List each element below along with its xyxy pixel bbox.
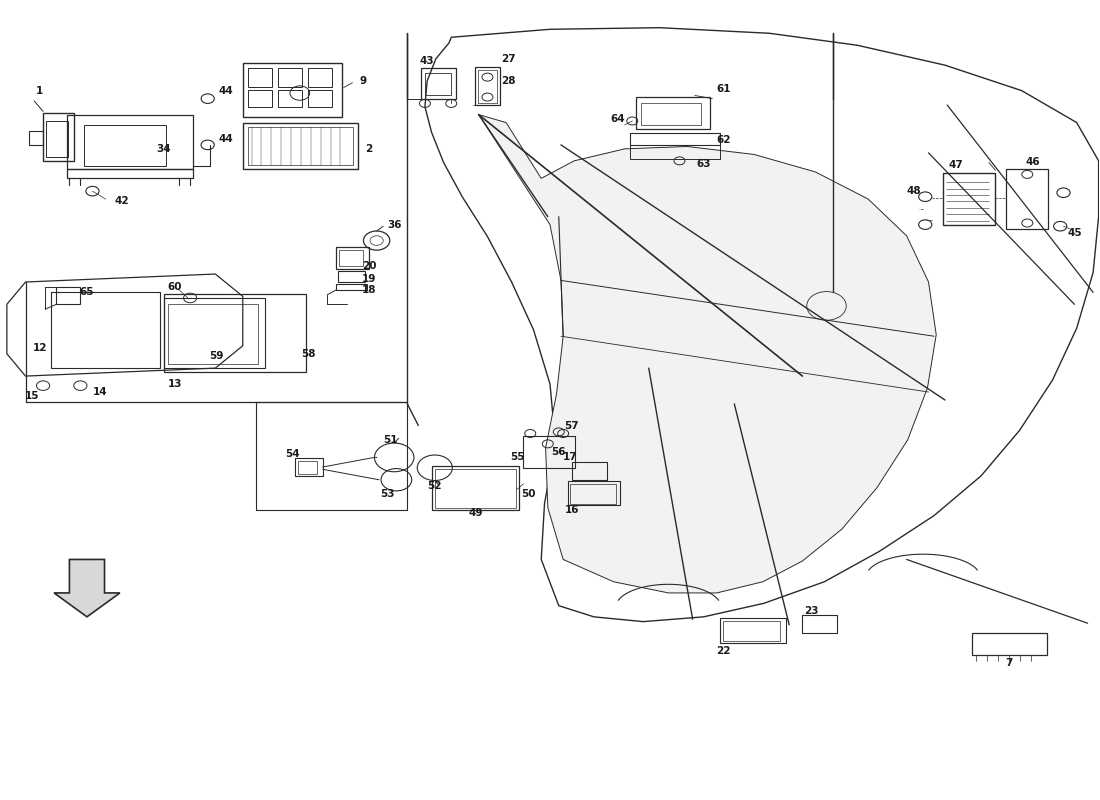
Text: 53: 53	[381, 489, 395, 499]
Text: 58: 58	[301, 349, 316, 358]
Text: 55: 55	[509, 452, 525, 462]
Text: 36: 36	[387, 220, 402, 230]
Text: 47: 47	[948, 160, 964, 170]
Text: 22: 22	[716, 646, 730, 656]
Text: 17: 17	[562, 452, 578, 462]
Text: 64: 64	[610, 114, 625, 124]
Text: 56: 56	[551, 447, 566, 457]
Text: 61: 61	[716, 84, 730, 94]
Text: 65: 65	[79, 287, 95, 298]
Text: 34: 34	[156, 144, 172, 154]
Text: 46: 46	[1025, 158, 1041, 167]
Text: 59: 59	[209, 351, 223, 361]
Text: 60: 60	[167, 282, 182, 292]
Text: 63: 63	[696, 159, 711, 169]
Text: 27: 27	[500, 54, 516, 64]
Text: 49: 49	[469, 508, 483, 518]
Text: 48: 48	[908, 186, 922, 196]
Text: 62: 62	[716, 135, 730, 145]
Text: 50: 50	[520, 489, 536, 499]
Text: 51: 51	[384, 435, 398, 445]
Text: 19: 19	[362, 274, 376, 284]
Text: 1: 1	[36, 86, 43, 97]
Text: 14: 14	[92, 387, 108, 397]
Text: 15: 15	[25, 391, 40, 401]
Text: 18: 18	[362, 285, 376, 295]
Text: 2: 2	[365, 144, 373, 154]
Text: 52: 52	[428, 481, 442, 491]
Polygon shape	[478, 114, 936, 593]
Text: 16: 16	[564, 505, 580, 515]
Polygon shape	[54, 559, 120, 617]
Text: 42: 42	[114, 196, 130, 206]
Text: 23: 23	[804, 606, 818, 616]
Text: 54: 54	[285, 450, 299, 459]
Text: 20: 20	[362, 261, 376, 271]
Text: 28: 28	[502, 76, 516, 86]
Text: 57: 57	[564, 421, 580, 430]
Text: 44: 44	[219, 134, 233, 143]
Text: 13: 13	[167, 379, 182, 389]
Text: 9: 9	[360, 76, 367, 86]
Text: 44: 44	[219, 86, 233, 96]
Text: 7: 7	[1005, 658, 1012, 668]
Text: 12: 12	[33, 343, 47, 353]
Text: 45: 45	[1067, 227, 1081, 238]
Text: 43: 43	[420, 56, 434, 66]
